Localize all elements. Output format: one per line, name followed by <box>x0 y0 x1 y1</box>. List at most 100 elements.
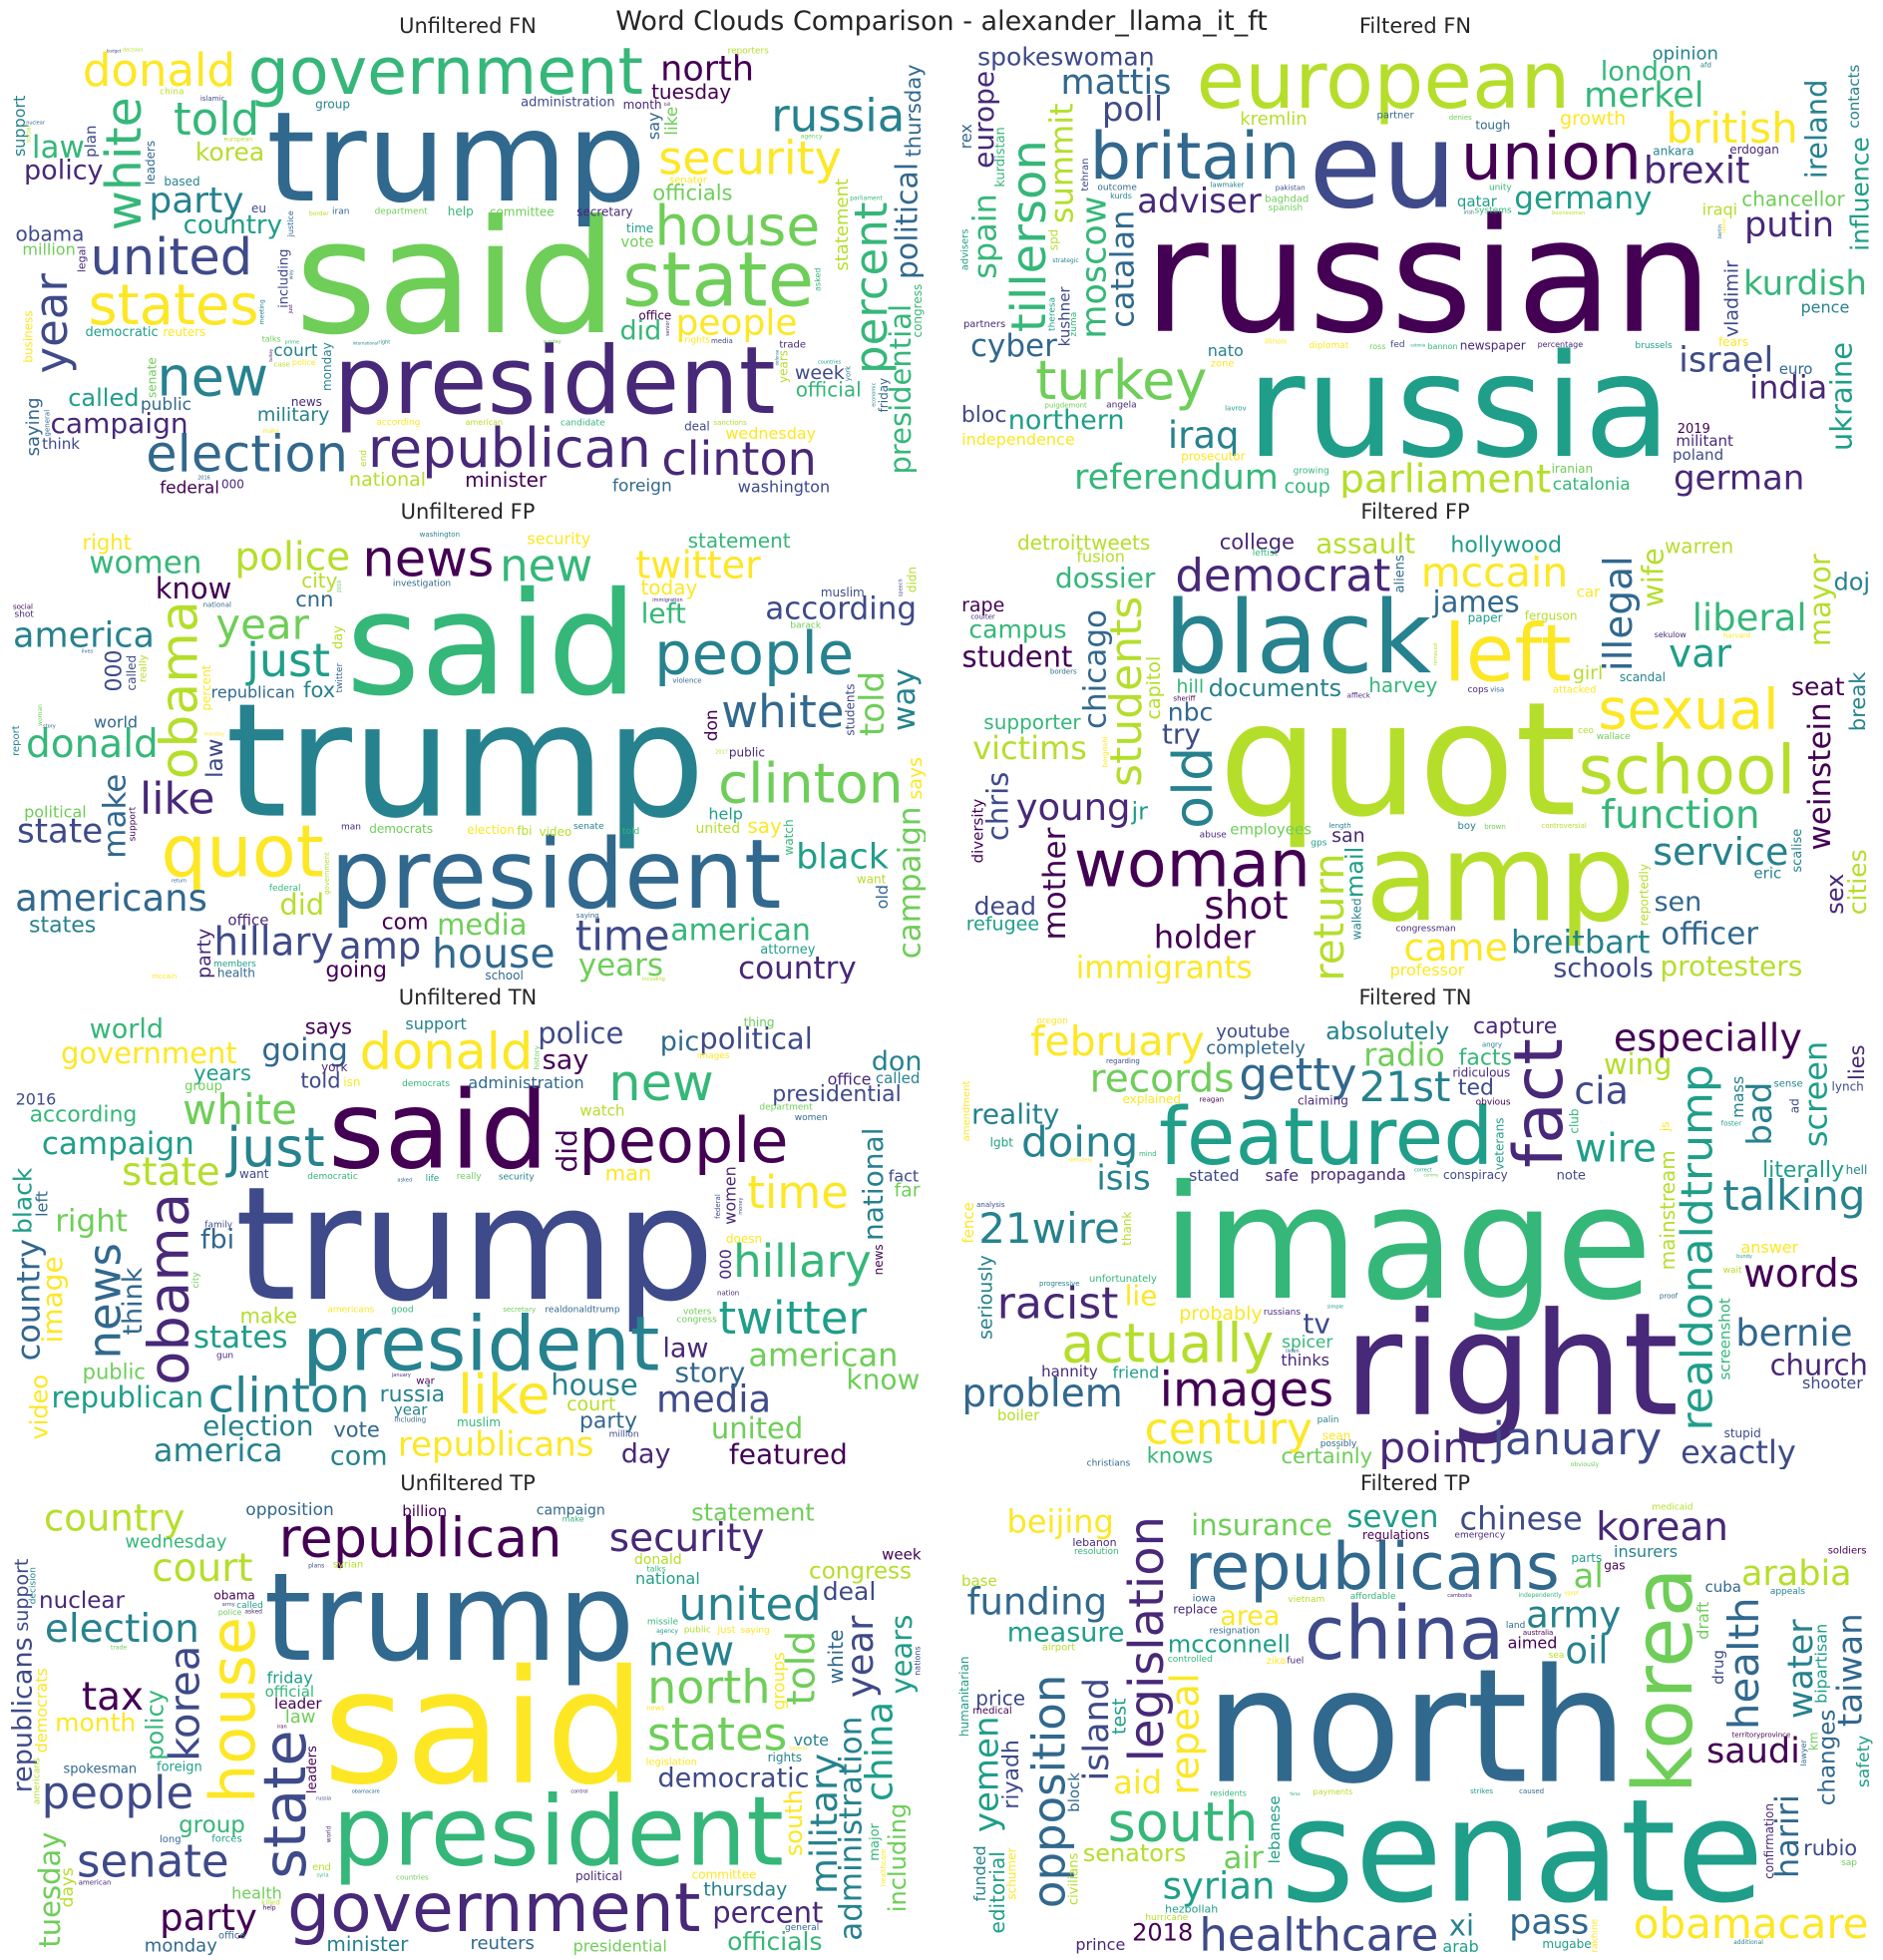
word-nation: nation <box>717 1289 739 1297</box>
word-saudi: saudi <box>1706 1732 1800 1771</box>
word-shooter: shooter <box>1802 1373 1863 1392</box>
word-government: government <box>248 44 643 110</box>
word-vietnam: vietnam <box>1288 1595 1324 1605</box>
word-000: 000 <box>716 1249 735 1280</box>
word-area: area <box>1220 1601 1280 1632</box>
word-schumer: schumer <box>1004 1848 1018 1900</box>
word-weinstein: weinstein <box>1802 702 1838 850</box>
word-law: law <box>32 130 85 166</box>
word-note: note <box>1557 1169 1586 1184</box>
word-asked: asked <box>397 1177 412 1183</box>
word-national: national <box>857 1127 890 1240</box>
word-yemen: yemen <box>967 1717 1007 1833</box>
word-actually: actually <box>1061 1312 1274 1374</box>
word-time: time <box>747 1166 849 1219</box>
word-general: general <box>785 1923 819 1933</box>
word-completely: completely <box>1206 1037 1306 1058</box>
word-really: really <box>457 1172 483 1182</box>
word-funded: funded <box>970 1845 989 1901</box>
word-control: control <box>570 1789 587 1795</box>
word-funding: funding <box>966 1581 1107 1624</box>
word-make: make <box>98 774 134 859</box>
word-said: said <box>328 1069 549 1194</box>
word-time: time <box>575 912 670 961</box>
word-sunday: sunday <box>544 339 562 345</box>
word-stupid: stupid <box>1724 1426 1761 1440</box>
word-plan: plan <box>82 126 100 158</box>
word-tehran: tehran <box>1080 159 1091 192</box>
word-additional: additional <box>1733 1939 1763 1946</box>
word-right: right <box>378 339 390 345</box>
word-deal: deal <box>684 419 710 433</box>
word-knows: knows <box>1147 1443 1213 1467</box>
word-fed: fed <box>1390 340 1404 350</box>
word-com: com <box>382 910 429 935</box>
word-oregon: oregon <box>1036 1016 1067 1026</box>
word-rights: rights <box>684 336 710 346</box>
word-lynch: lynch <box>1832 1080 1864 1094</box>
word-thinks: thinks <box>1281 1351 1329 1370</box>
word-statement: statement <box>832 179 853 271</box>
word-nato: nato <box>1208 341 1244 360</box>
word-screenshot: screenshot <box>1715 1298 1733 1379</box>
word-just: just <box>288 304 294 314</box>
word-parts: parts <box>1571 1551 1602 1565</box>
word-news: news <box>78 1243 131 1359</box>
word-car: car <box>1577 583 1601 600</box>
word-security: security <box>658 131 842 185</box>
word-republican: republican <box>211 682 295 701</box>
word-rakhine: rakhine <box>1590 1918 1600 1952</box>
word-european: european <box>224 136 253 143</box>
word-resignation: resignation <box>1210 1627 1260 1637</box>
word-life: life <box>426 1174 440 1184</box>
word-britain: britain <box>1090 120 1301 195</box>
word-civilians: civilians <box>1066 1852 1081 1904</box>
word-cops: cops <box>1467 685 1488 695</box>
word-federal: federal <box>789 1747 807 1753</box>
word-dead: dead <box>974 892 1036 921</box>
word-israel: israel <box>1679 341 1773 381</box>
word-cloud: trump said president quot people clinton obama… <box>10 530 926 983</box>
word-js: js <box>1658 1122 1672 1133</box>
word-quot: quot <box>161 809 324 893</box>
word-government: government <box>323 852 331 895</box>
word-literally: literally <box>1762 1158 1844 1183</box>
word-possibly: possibly <box>1320 1439 1357 1449</box>
word-nbc: nbc <box>1168 698 1213 727</box>
word-spain: spain <box>966 194 1004 279</box>
word-police: police <box>218 1608 242 1617</box>
word-try: try <box>1162 718 1201 751</box>
word-including: including <box>394 1415 426 1423</box>
word-spd: spd <box>1047 229 1061 251</box>
word-told: told <box>174 93 259 146</box>
word-rape: rape <box>961 594 1004 616</box>
word-police: police <box>234 535 350 580</box>
word-south: south <box>780 1789 808 1856</box>
word-investigation: investigation <box>393 580 451 589</box>
word-reuters: reuters <box>470 1933 534 1954</box>
word-diversity: diversity <box>968 799 986 864</box>
word-twitter: twitter <box>635 543 761 587</box>
word-angela: angela <box>1106 401 1137 411</box>
word-like: like <box>140 773 214 824</box>
word-long: long <box>160 1834 182 1845</box>
wordcloud-panel: Filtered FN russian russia eu european union… <box>957 14 1873 498</box>
word-estonia: estonia <box>1410 343 1425 348</box>
word-states: states <box>29 913 96 938</box>
word-according: according <box>376 418 420 428</box>
word-news: news <box>362 531 494 589</box>
word-new: new <box>500 540 592 592</box>
word-trump: trump <box>266 86 646 230</box>
word-says: says <box>905 757 926 800</box>
word-election: election <box>45 1607 199 1652</box>
word-man: man <box>341 823 361 833</box>
word-territoryprovince: territoryprovince <box>1732 1731 1791 1739</box>
word-department: department <box>759 1103 813 1113</box>
word-based: based <box>164 175 199 189</box>
word-think: think <box>118 1267 149 1335</box>
word-month: month <box>55 1709 136 1738</box>
word-island: island <box>1077 1678 1117 1781</box>
